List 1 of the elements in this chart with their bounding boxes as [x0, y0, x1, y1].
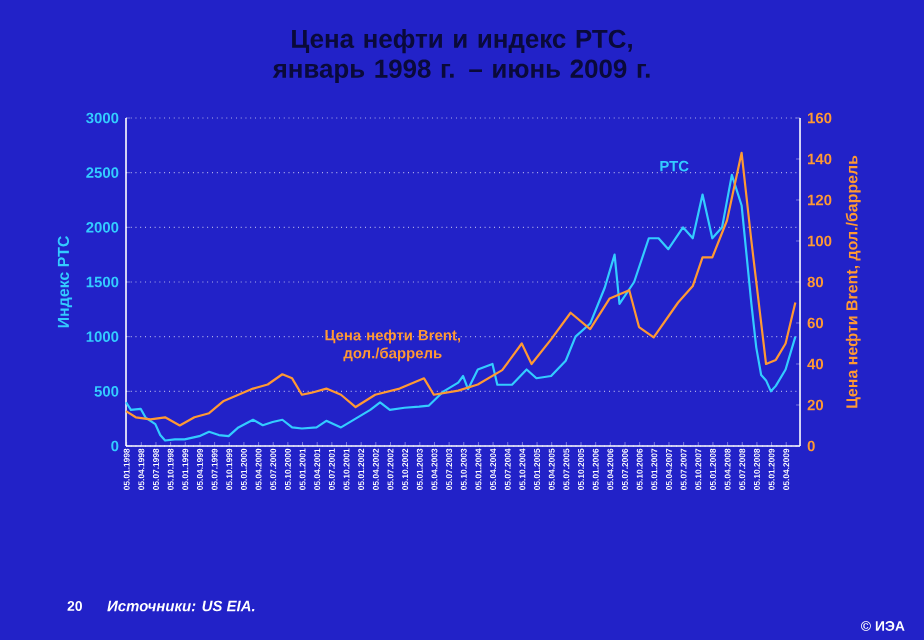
- chart-title: Цена нефти и индекс РТС, январь 1998 г. – июнь 2009 г.: [272, 28, 650, 84]
